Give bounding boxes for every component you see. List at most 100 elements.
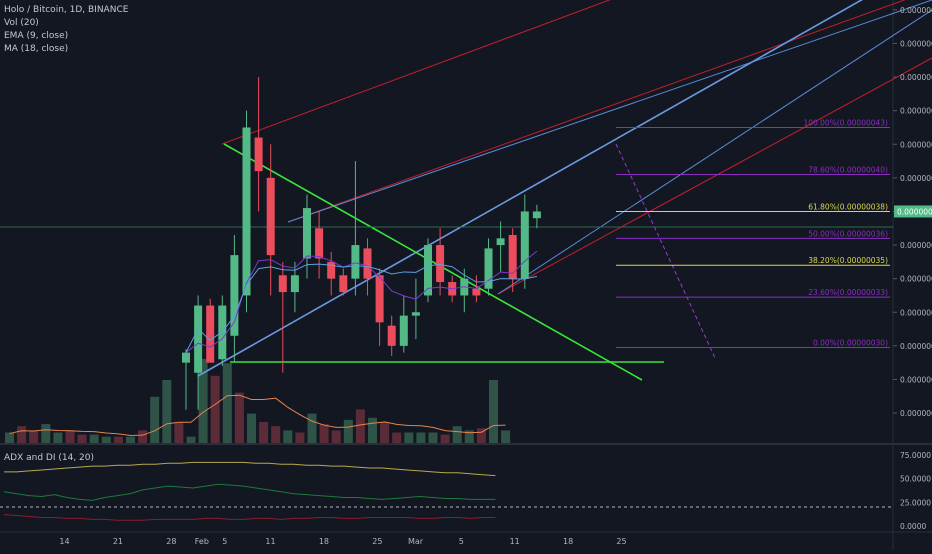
di-minus-line <box>3 514 496 521</box>
volume-bar <box>307 413 317 443</box>
volume-bar <box>222 363 232 443</box>
candle-body <box>424 245 432 296</box>
volume-bar <box>53 432 63 443</box>
adx-line <box>4 461 496 477</box>
channel-red-line <box>221 0 611 145</box>
legend-ma[interactable]: MA (18, close) <box>4 44 69 54</box>
volume-bar <box>368 417 377 443</box>
fib-level-label: 78.60%(0.00000040) <box>808 166 888 175</box>
volume-bars <box>5 359 511 443</box>
price-tick-label: 0.00000048 <box>900 39 932 48</box>
price-tick-label: 0.00000044 <box>900 107 932 116</box>
candlesticks <box>182 77 541 410</box>
volume-bar <box>29 430 39 443</box>
legend-ema[interactable]: EMA (9, close) <box>4 31 69 41</box>
time-tick-label: Mar <box>408 537 424 546</box>
last-price-label: 0.00000038 <box>897 207 932 216</box>
volume-bar <box>186 436 196 443</box>
volume-bar <box>247 413 256 443</box>
volume-bar <box>65 430 75 443</box>
legend-volume[interactable]: Vol (20) <box>4 18 39 28</box>
price-tick-label: 0.00000034 <box>900 275 932 284</box>
indicator-legend[interactable]: ADX and DI (14, 20) <box>4 453 94 463</box>
volume-bar <box>113 436 123 443</box>
indicator-tick-label: 25.0000 <box>900 498 931 507</box>
volume-bar <box>283 430 293 443</box>
candle-body <box>339 275 348 293</box>
volume-bar <box>380 422 390 443</box>
volume-bar <box>77 434 87 443</box>
price-tick-label: 0.00000040 <box>900 174 932 183</box>
volume-bar <box>5 432 14 443</box>
price-tick-label: 0.00000050 <box>900 6 932 15</box>
price-tick-label: 0.00000030 <box>900 342 932 351</box>
drawings <box>0 0 932 381</box>
fib-level-label: 61.80%(0.00000038) <box>808 202 888 211</box>
price-tick-label: 0.00000042 <box>900 140 932 149</box>
time-tick-label: 18 <box>319 537 329 546</box>
volume-bar <box>271 426 281 443</box>
time-tick-label: Feb <box>195 537 209 546</box>
volume-bar <box>464 430 474 443</box>
channel-red-line <box>287 0 906 223</box>
candle-body <box>182 352 190 363</box>
price-tick-label: 0.00000046 <box>900 73 932 82</box>
indicator-tick-label: 75.0000 <box>900 451 931 460</box>
candle-body <box>218 305 227 360</box>
candle-body <box>351 245 360 279</box>
volume-bar <box>416 432 426 443</box>
candle-body <box>290 275 299 293</box>
candle-body <box>254 137 263 172</box>
candle-body <box>230 255 239 336</box>
chart-legend: Holo / Bitcoin, 1D, BINANCE Vol (20) EMA… <box>4 4 128 56</box>
volume-bar <box>234 392 244 443</box>
price-tick-label: 0.00000032 <box>900 308 932 317</box>
time-tick-label: 5 <box>459 537 464 546</box>
price-tick-label: 0.00000026 <box>900 409 932 418</box>
candle-body <box>327 261 336 279</box>
volume-bar <box>295 432 305 443</box>
volume-bar <box>355 409 365 443</box>
candle-body <box>484 248 493 289</box>
volume-bar <box>198 359 208 443</box>
candle-body <box>472 288 481 296</box>
time-tick-label: 25 <box>372 537 382 546</box>
channel-blue-line <box>497 9 932 295</box>
channel-blue-line <box>287 0 932 223</box>
candle-body <box>278 275 287 293</box>
legend-symbol[interactable]: Holo / Bitcoin, 1D, BINANCE <box>4 5 129 15</box>
volume-bar <box>428 432 438 443</box>
candle-body <box>206 305 215 363</box>
time-tick-label: 21 <box>113 537 123 546</box>
ma-line <box>185 263 538 353</box>
candle-body <box>315 228 324 259</box>
last-price-tag <box>894 205 932 218</box>
volume-bar <box>319 424 329 443</box>
volume-bar <box>162 380 172 443</box>
volume-bar <box>404 432 414 443</box>
channel-red-line <box>497 57 932 295</box>
volume-bar <box>452 426 462 443</box>
projection-dashed-line <box>615 143 717 361</box>
candle-body <box>363 248 372 279</box>
volume-bar <box>331 430 341 443</box>
time-tick-label: 5 <box>222 537 227 546</box>
volume-bar <box>343 419 353 443</box>
time-tick-label: 28 <box>166 537 176 546</box>
volume-bar <box>392 432 402 443</box>
volume-bar <box>41 424 51 443</box>
volume-ma-line <box>9 394 506 436</box>
volume-bar <box>17 426 27 443</box>
volume-bar <box>101 436 111 443</box>
fib-level-label: 38.20%(0.00000035) <box>808 256 888 265</box>
fib-level-label: 0.00%(0.00000030) <box>813 339 888 348</box>
volume-bar <box>174 422 184 443</box>
fib-level-label: 100.00%(0.00000043) <box>803 118 888 127</box>
volume-bar <box>489 380 498 443</box>
time-tick-label: 18 <box>563 537 573 546</box>
volume-bar <box>210 375 220 443</box>
indicator-tick-label: 50.0000 <box>900 475 931 484</box>
